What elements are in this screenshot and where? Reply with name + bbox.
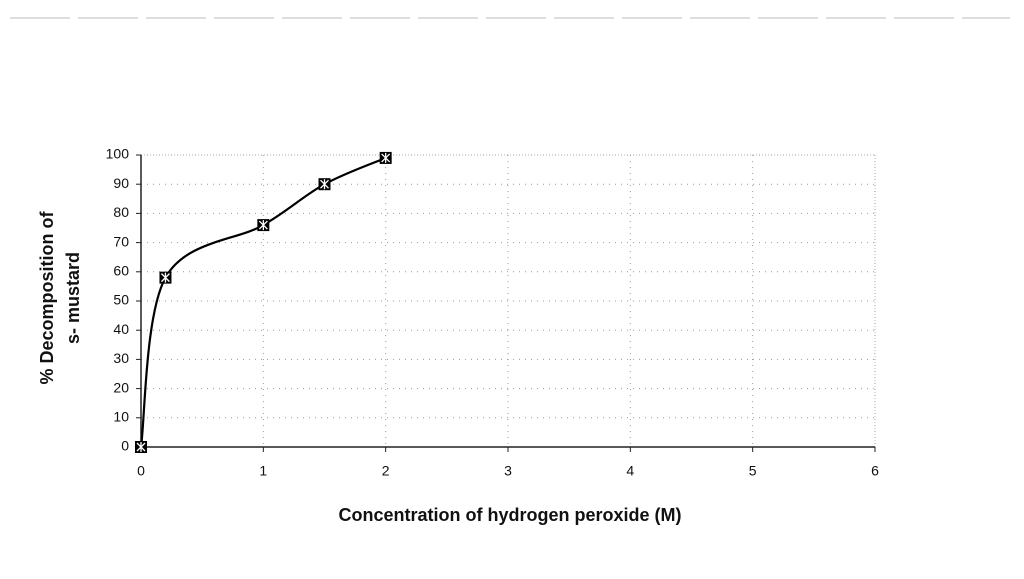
marker-star [381,152,391,163]
marker-star [161,272,170,283]
y-axis-label: % Decomposition of [37,210,57,384]
y-tick-label: 90 [113,175,129,191]
y-tick-label: 40 [113,321,129,337]
x-tick-label: 5 [749,463,757,479]
y-tick-label: 50 [113,292,129,308]
y-axis-label: s- mustard [63,252,83,344]
x-tick-label: 4 [626,463,634,479]
marker-star [258,220,268,231]
data-point [159,271,172,284]
x-axis-label: Concentration of hydrogen peroxide (M) [338,505,681,525]
y-tick-label: 60 [113,263,129,279]
x-tick-label: 6 [871,463,879,479]
marker-star [320,179,329,190]
marker-star [136,442,146,452]
y-tick-label: 100 [106,146,130,162]
y-tick-label: 80 [113,204,129,220]
x-tick-label: 3 [504,463,512,479]
data-point [135,441,147,453]
data-line [139,156,387,448]
x-tick-label: 0 [137,463,145,479]
y-tick-label: 20 [113,379,129,395]
y-tick-label: 70 [113,233,129,249]
y-tick-label: 10 [113,409,129,425]
x-tick-label: 2 [382,463,390,479]
y-tick-label: 30 [113,350,129,366]
x-tick-label: 1 [259,463,267,479]
data-point [318,178,331,191]
y-tick-label: 0 [121,438,129,454]
data-point [257,219,270,232]
data-point [379,151,392,164]
